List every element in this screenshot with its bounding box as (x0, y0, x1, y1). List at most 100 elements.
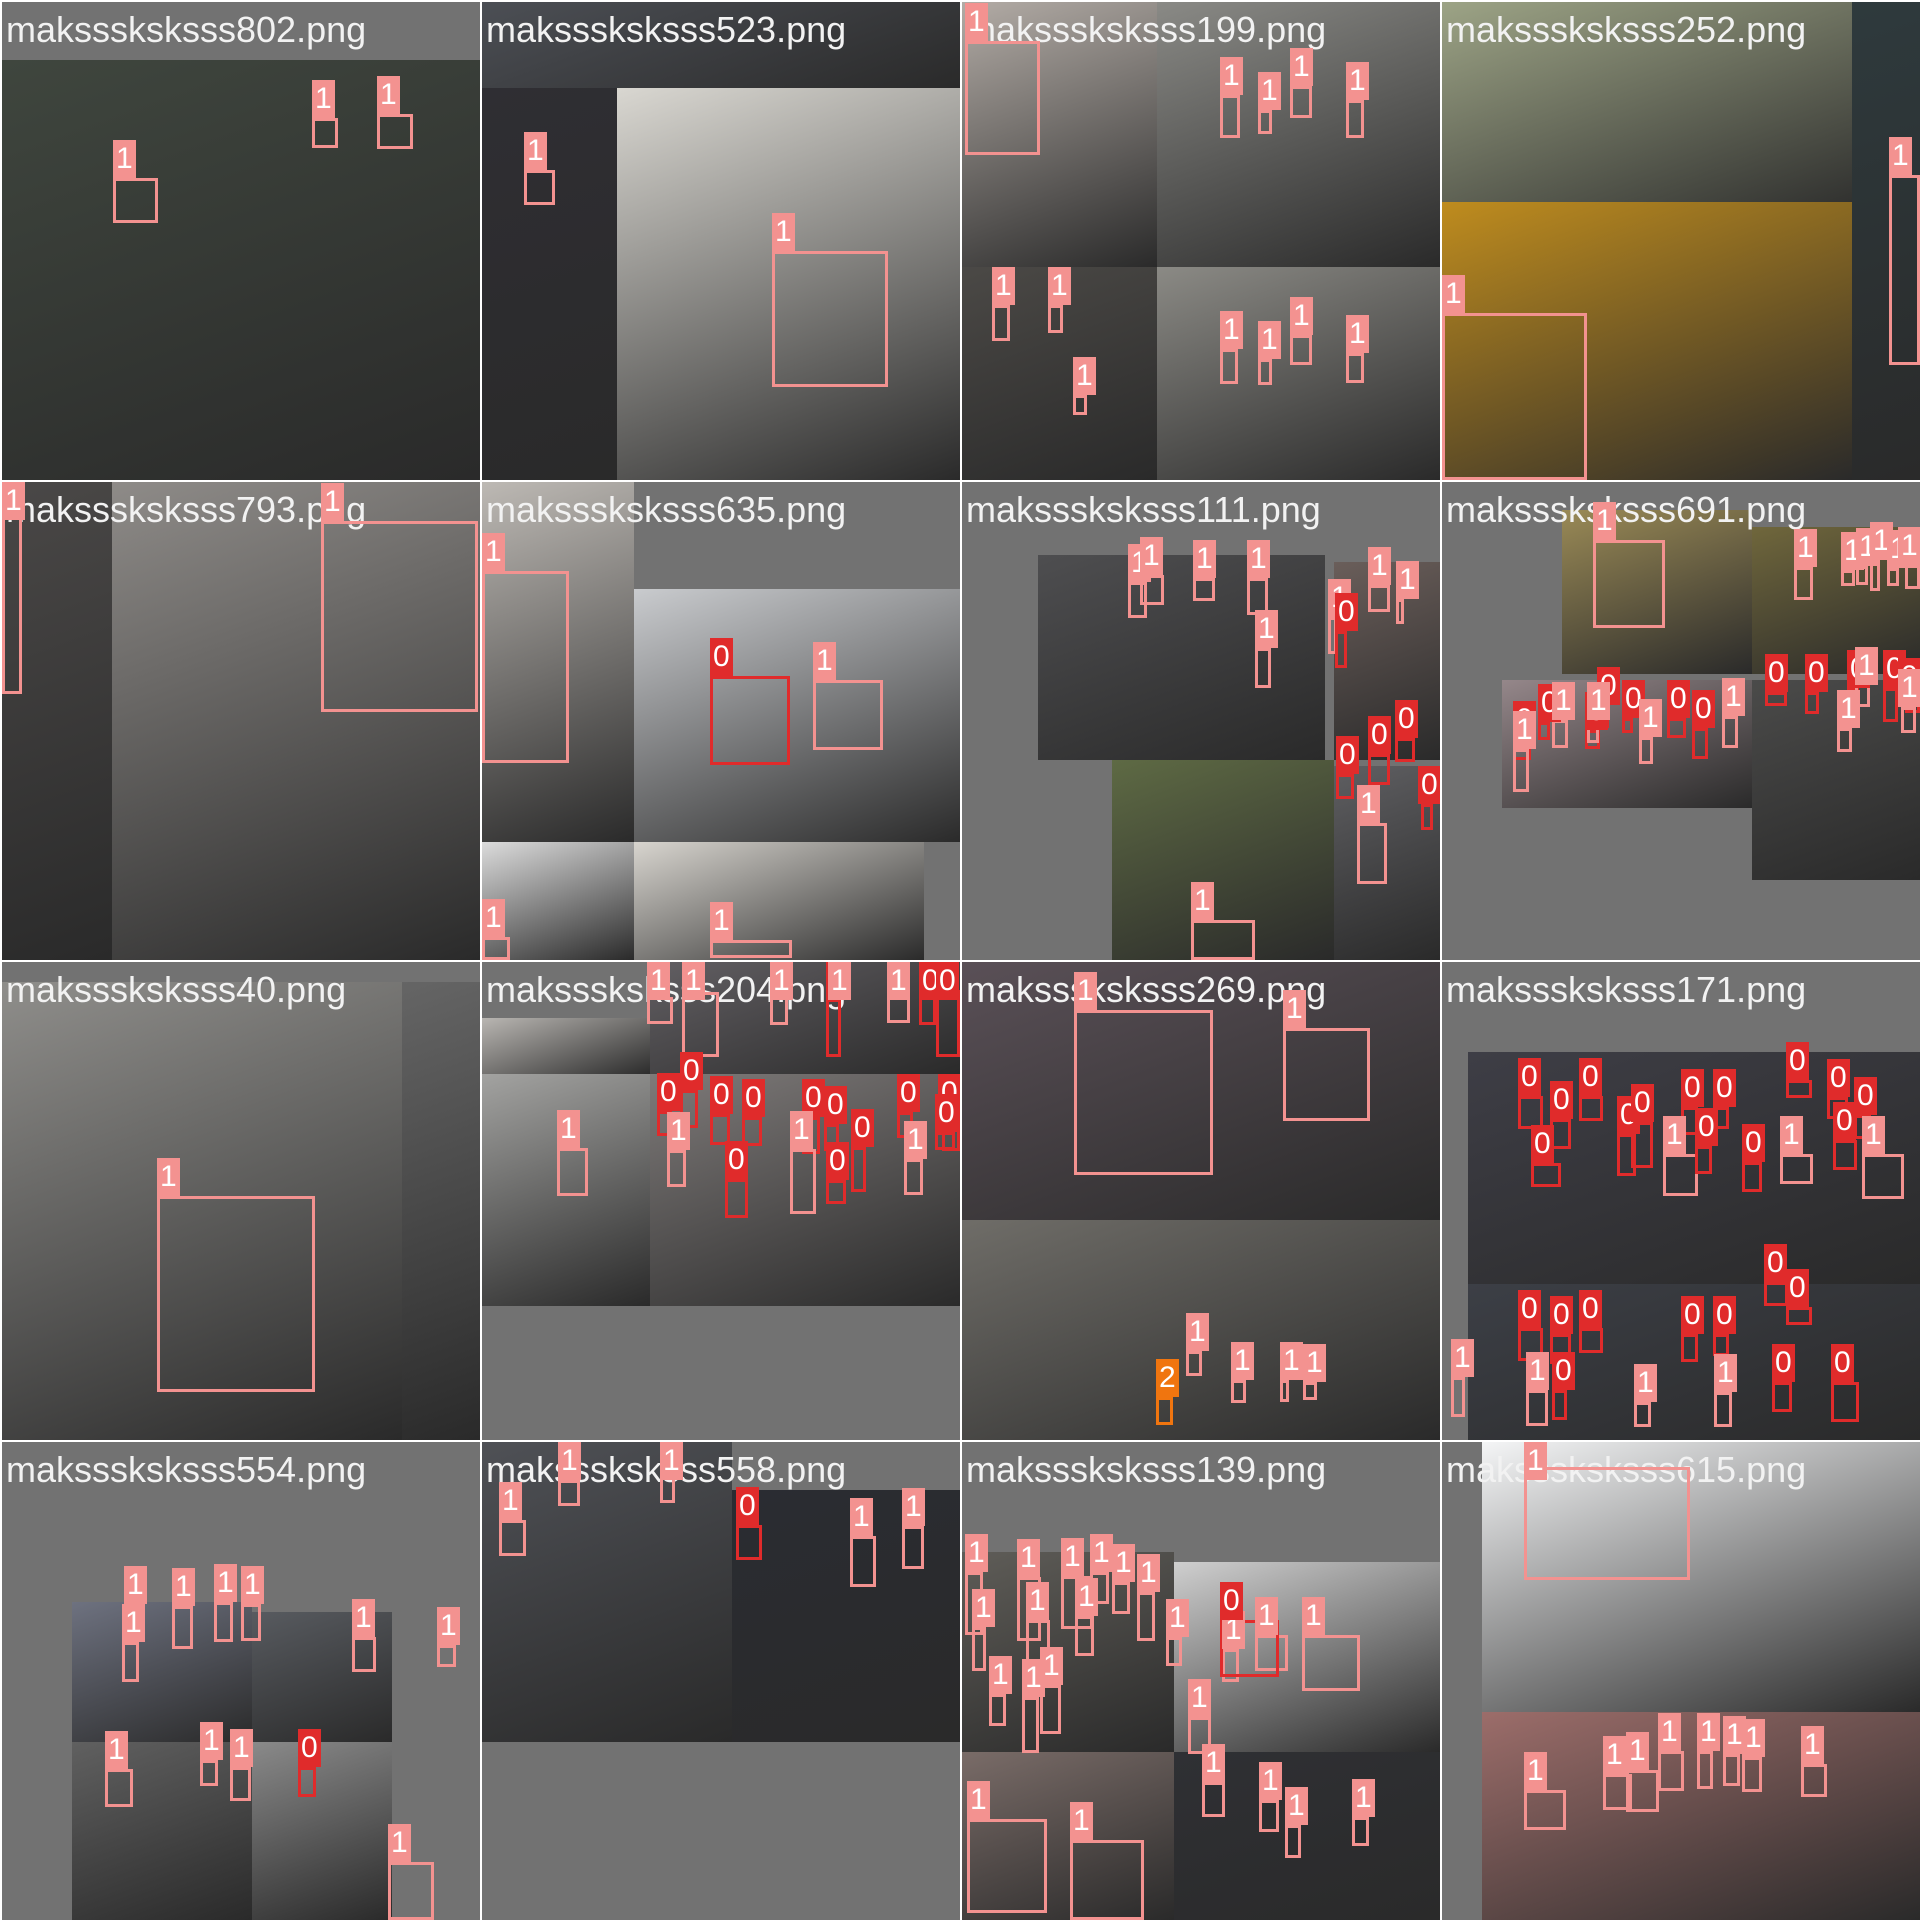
class-label-tag: 1 (1862, 1116, 1885, 1154)
detection-box (1742, 1757, 1762, 1792)
detection-box (1258, 110, 1272, 134)
detection-box (482, 937, 510, 960)
class-label-tag: 1 (1202, 1744, 1225, 1782)
detection-box (1202, 1782, 1225, 1817)
class-label-tag: 1 (113, 140, 136, 178)
detection-box (105, 1769, 133, 1807)
class-label-tag: 1 (1346, 62, 1369, 100)
detection-box (1697, 1751, 1713, 1789)
detection-box (772, 251, 888, 387)
detection-box (1862, 1154, 1904, 1199)
mosaic-tile: maksssksksss40.png 1 (2, 962, 480, 1440)
detection-box (1357, 823, 1387, 884)
photo-crop (1112, 760, 1334, 960)
detection-box (1451, 1377, 1465, 1417)
tile-filename: maksssksksss111.png (966, 489, 1321, 530)
detection-box (298, 1767, 316, 1797)
detection-box (1396, 599, 1404, 624)
tile-filename: maksssksksss554.png (6, 1449, 367, 1490)
class-label-tag: 0 (1336, 736, 1359, 774)
detection-box (1368, 585, 1390, 612)
photo-crop (962, 1752, 1174, 1920)
detection-box (1794, 567, 1813, 600)
class-label-tag: 1 (214, 1564, 237, 1602)
detection-box (989, 1694, 1006, 1726)
detection-box (936, 990, 960, 1057)
tile-filename: maksssksksss139.png (966, 1449, 1327, 1490)
class-label-tag: 0 (725, 1141, 748, 1179)
detection-box (1368, 754, 1390, 785)
photo-crop (617, 88, 960, 480)
photo-crop (252, 1742, 392, 1920)
photo-crop (482, 1018, 650, 1076)
class-label-tag: 0 (851, 1109, 874, 1147)
detection-box (1137, 1592, 1155, 1641)
detection-box (1112, 1582, 1130, 1614)
detection-box (321, 521, 478, 712)
detection-box (482, 571, 569, 763)
class-label-tag: 0 (1579, 1290, 1602, 1328)
detection-box (1421, 804, 1433, 830)
photo-crop (1442, 2, 1920, 202)
class-label-tag: 0 (824, 1086, 847, 1124)
class-label-tag: 0 (1531, 1125, 1554, 1163)
photo-crop (482, 2, 960, 88)
class-label-tag: 1 (1112, 1544, 1135, 1582)
detection-box (1658, 1751, 1684, 1791)
photo-crop (962, 962, 1440, 1220)
detection-box (1336, 774, 1354, 799)
detection-box (1723, 1754, 1740, 1786)
detection-box (1805, 692, 1819, 714)
detection-box (1166, 1637, 1182, 1666)
class-label-tag: 1 (828, 962, 851, 1000)
tile-filename: maksssksksss252.png (1446, 9, 1807, 50)
class-label-tag: 0 (680, 1052, 703, 1090)
detection-box (1786, 1080, 1812, 1098)
detection-box (1695, 1146, 1712, 1174)
mosaic-tile: maksssksksss558.png111011 (482, 1442, 960, 1920)
class-label-tag: 0 (1418, 766, 1440, 804)
detection-box (1186, 1351, 1202, 1376)
detection-box (1905, 565, 1920, 589)
detection-box (1518, 1096, 1543, 1129)
photo-crop (634, 589, 960, 842)
detection-box (172, 1606, 193, 1649)
class-label-tag: 1 (1714, 1354, 1737, 1392)
mosaic-tile: maksssksksss269.png 1 1 2 1 1 1 1 (962, 962, 1440, 1440)
class-label-tag: 1 (1073, 357, 1096, 395)
detection-box (826, 1180, 846, 1204)
detection-box (1831, 1382, 1859, 1422)
class-label-tag: 0 (1579, 1058, 1602, 1096)
class-label-tag: 1 (1040, 1647, 1063, 1685)
class-label-tag: 1 (1587, 682, 1610, 720)
detection-box (965, 41, 1040, 155)
class-label-tag: 0 (710, 638, 733, 676)
detection-box (1722, 716, 1738, 748)
detection-box (1786, 1307, 1812, 1325)
class-label-tag: 0 (1681, 1069, 1704, 1107)
tile-filename: maksssksksss269.png (966, 969, 1327, 1010)
class-label-tag: 1 (1186, 1313, 1209, 1351)
detection-box (1303, 1382, 1317, 1400)
mosaic-tile: maksssksksss204.png111101100000000000010… (482, 962, 960, 1440)
detection-box (1280, 1380, 1289, 1402)
detection-box (967, 1819, 1047, 1913)
detection-box (1285, 1825, 1301, 1858)
class-label-tag: 1 (1524, 1442, 1547, 1480)
class-label-tag: 1 (321, 483, 344, 521)
photo-crop (1038, 555, 1325, 760)
class-label-tag: 1 (1526, 1352, 1549, 1390)
class-label-tag: 1 (967, 1781, 990, 1819)
detection-box (1070, 1840, 1144, 1920)
class-label-tag: 1 (850, 1498, 873, 1536)
detection-box (1048, 305, 1063, 333)
class-label-tag: 1 (965, 1534, 988, 1572)
class-label-tag: 1 (1742, 1719, 1765, 1757)
class-label-tag: 1 (1603, 1736, 1626, 1774)
detection-box (157, 1196, 315, 1392)
detection-box (1352, 1817, 1369, 1846)
class-label-tag: 1 (1285, 1787, 1308, 1825)
class-label-tag: 0 (1805, 654, 1828, 692)
detection-box (499, 1520, 526, 1556)
class-label-tag: 1 (1302, 1597, 1325, 1635)
